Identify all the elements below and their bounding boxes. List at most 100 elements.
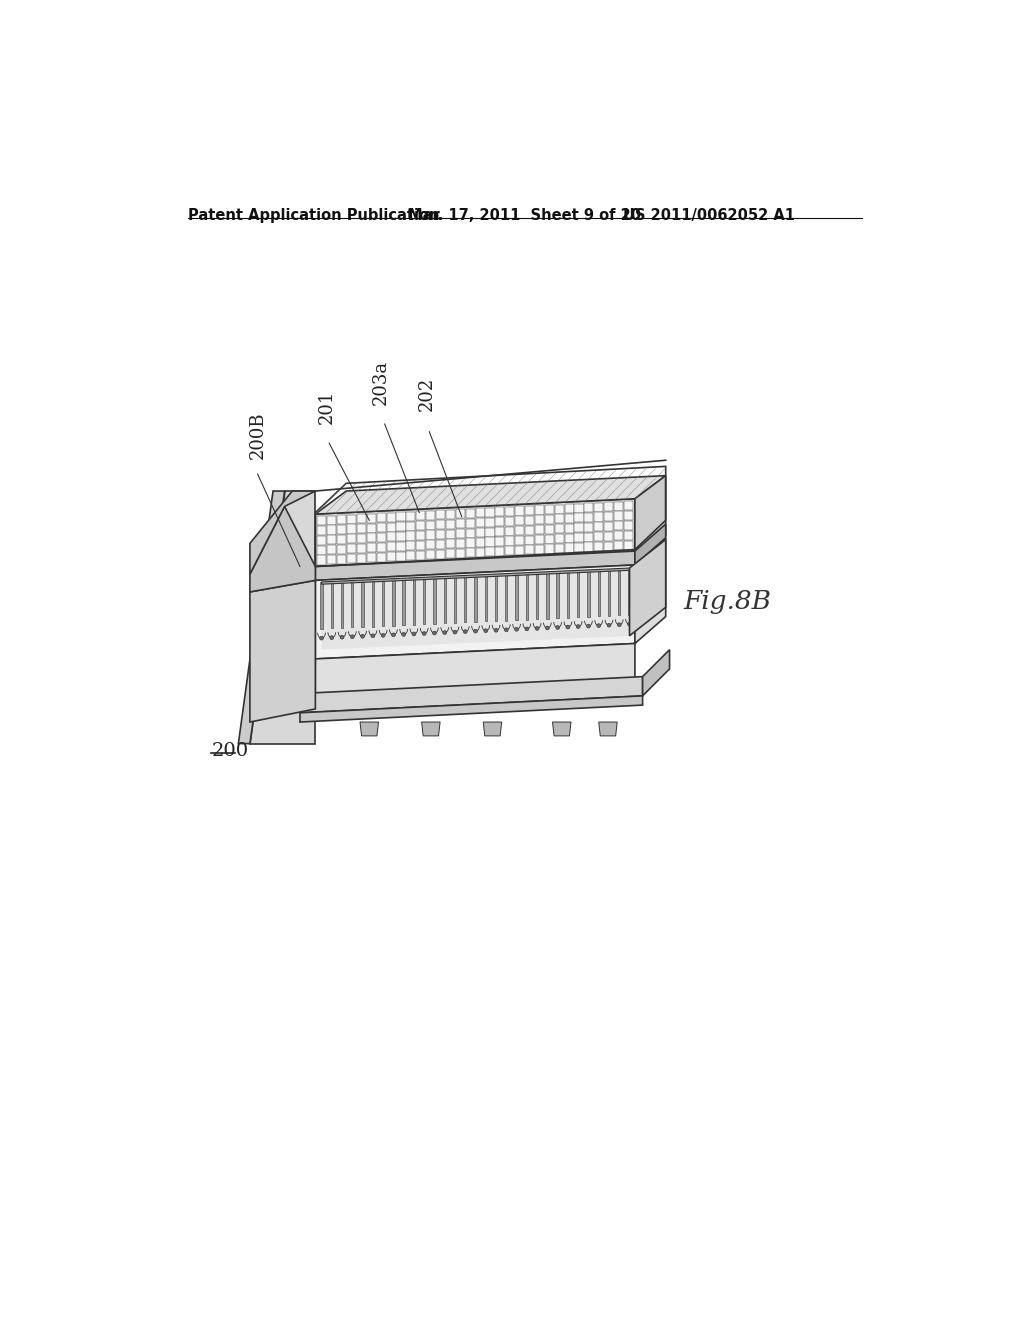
Polygon shape [407,552,416,560]
Polygon shape [475,528,484,537]
Polygon shape [515,527,524,535]
Polygon shape [564,513,573,523]
Polygon shape [574,523,584,532]
Polygon shape [495,574,498,620]
Polygon shape [367,533,376,543]
Polygon shape [496,517,505,527]
Polygon shape [525,506,535,515]
Circle shape [536,627,539,631]
Polygon shape [475,519,484,527]
Polygon shape [629,568,631,615]
Polygon shape [585,523,594,532]
Polygon shape [454,576,456,623]
Polygon shape [341,581,343,628]
Polygon shape [624,541,633,549]
Polygon shape [416,521,425,531]
Polygon shape [347,524,356,533]
Polygon shape [356,553,366,562]
Polygon shape [416,511,425,520]
Polygon shape [328,525,336,535]
Polygon shape [337,525,346,535]
Polygon shape [347,554,356,564]
Polygon shape [426,550,435,560]
Polygon shape [445,510,455,519]
Polygon shape [624,511,633,520]
Polygon shape [574,513,584,523]
Polygon shape [618,569,621,615]
Polygon shape [566,570,569,618]
Polygon shape [630,540,666,636]
Polygon shape [396,532,406,541]
Polygon shape [484,574,487,622]
Polygon shape [356,544,366,553]
Polygon shape [300,696,643,722]
Polygon shape [317,525,327,535]
Polygon shape [315,552,635,581]
Circle shape [577,624,581,628]
Polygon shape [322,568,630,585]
Polygon shape [386,512,395,521]
Polygon shape [337,554,346,564]
Polygon shape [505,536,514,545]
Circle shape [556,626,559,630]
Circle shape [515,627,518,631]
Polygon shape [585,513,594,521]
Polygon shape [337,545,346,554]
Polygon shape [555,515,564,524]
Polygon shape [604,521,613,531]
Polygon shape [322,568,630,649]
Polygon shape [585,503,594,512]
Polygon shape [445,520,455,529]
Polygon shape [635,539,666,644]
Polygon shape [624,531,633,540]
Text: US 2011/0062052 A1: US 2011/0062052 A1 [624,209,796,223]
Circle shape [617,623,622,627]
Circle shape [340,635,344,639]
Polygon shape [466,508,475,517]
Polygon shape [535,525,544,535]
Polygon shape [392,578,394,626]
Polygon shape [315,644,635,693]
Polygon shape [535,545,544,554]
Polygon shape [545,535,554,544]
Polygon shape [436,531,445,539]
Polygon shape [614,531,623,540]
Polygon shape [574,543,584,552]
Polygon shape [347,515,356,524]
Polygon shape [321,582,323,628]
Polygon shape [599,722,617,737]
Polygon shape [386,523,395,532]
Polygon shape [416,550,425,560]
Circle shape [463,630,467,634]
Polygon shape [594,543,603,552]
Polygon shape [525,573,528,619]
Polygon shape [496,537,505,546]
Polygon shape [564,524,573,533]
Text: Mar. 17, 2011  Sheet 9 of 20: Mar. 17, 2011 Sheet 9 of 20 [408,209,641,223]
Polygon shape [574,503,584,512]
Polygon shape [555,544,564,553]
Polygon shape [485,508,495,517]
Polygon shape [614,521,623,531]
Polygon shape [372,579,374,627]
Polygon shape [422,722,440,737]
Polygon shape [351,581,353,627]
Polygon shape [250,581,315,722]
Circle shape [587,624,591,628]
Polygon shape [585,533,594,541]
Polygon shape [328,545,336,554]
Polygon shape [416,541,425,550]
Polygon shape [377,533,386,543]
Circle shape [473,630,477,634]
Circle shape [371,634,375,638]
Polygon shape [396,552,406,561]
Polygon shape [485,548,495,557]
Circle shape [360,635,365,638]
Polygon shape [515,546,524,554]
Circle shape [422,631,426,635]
Polygon shape [466,519,475,528]
Polygon shape [574,533,584,543]
Polygon shape [382,579,384,626]
Polygon shape [598,569,600,616]
Circle shape [628,622,632,626]
